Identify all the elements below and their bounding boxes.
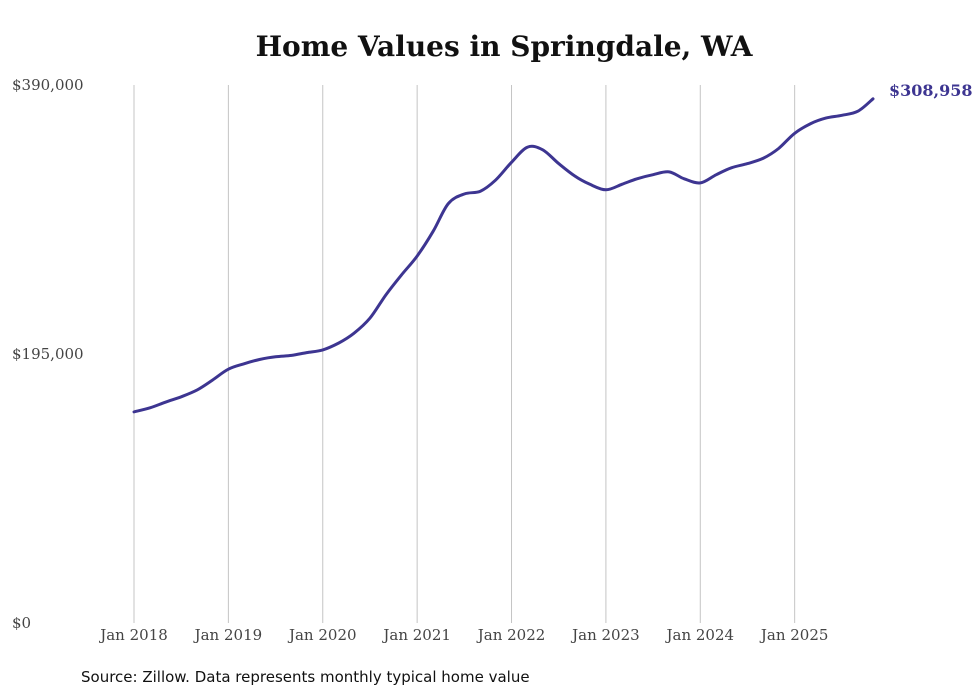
- x-tick-label: Jan 2018: [98, 626, 168, 644]
- gridlines: [133, 85, 796, 623]
- x-tick-label: Jan 2025: [759, 626, 829, 644]
- y-axis-ticks: $390,000 $195,000 $0: [12, 76, 84, 632]
- y-tick-label: $390,000: [12, 76, 84, 94]
- x-tick-label: Jan 2023: [570, 626, 640, 644]
- x-tick-label: Jan 2021: [381, 626, 451, 644]
- source-note: Source: Zillow. Data represents monthly …: [81, 668, 530, 686]
- x-axis-ticks: Jan 2018 Jan 2019 Jan 2020 Jan 2021 Jan 2022…: [98, 626, 828, 644]
- chart-title: Home Values in Springdale, WA: [255, 30, 753, 63]
- y-tick-label: $195,000: [12, 345, 84, 363]
- series-line: [132, 97, 875, 414]
- series-layer: $308,958: [132, 81, 973, 414]
- x-tick-label: Jan 2020: [287, 626, 357, 644]
- end-value-label: $308,958: [889, 81, 973, 100]
- x-tick-label: Jan 2019: [193, 626, 263, 644]
- x-tick-label: Jan 2022: [476, 626, 546, 644]
- x-tick-label: Jan 2024: [665, 626, 735, 644]
- y-tick-label: $0: [12, 614, 31, 632]
